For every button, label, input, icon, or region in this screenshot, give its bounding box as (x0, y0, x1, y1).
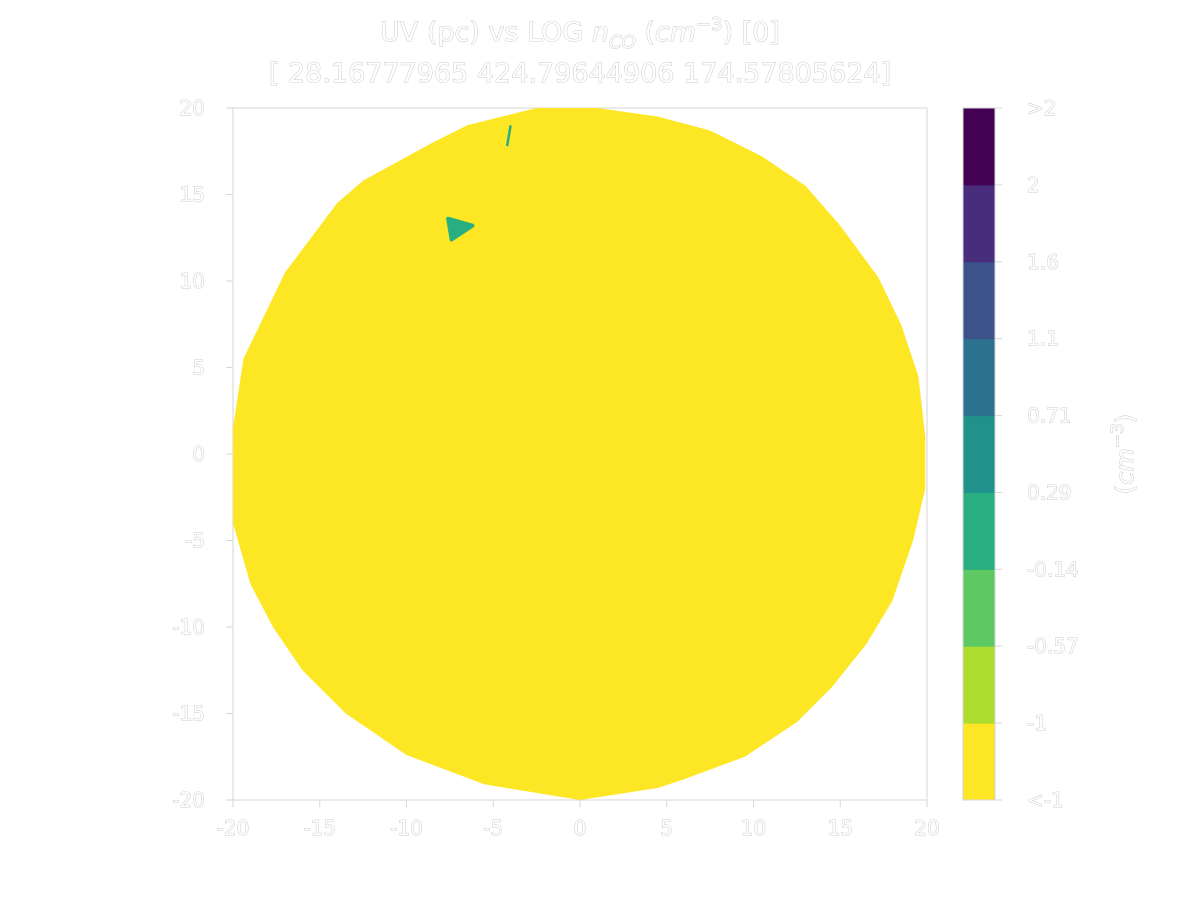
colorbar-bands (963, 108, 995, 801)
colorbar-tick-label: -0.14 (1027, 557, 1079, 581)
chart-title-line1: UV (pc) vs LOG nCO (cm−3) [0] (380, 14, 780, 53)
x-tick-label: -20 (217, 816, 250, 840)
colorbar-band (963, 492, 995, 570)
x-tick-label: 10 (741, 816, 766, 840)
y-tick-label: -5 (185, 529, 205, 553)
feature-triangle-0 (446, 216, 475, 242)
colorbar-tick-label: 1.6 (1027, 250, 1059, 274)
colorbar-tick-label: 2 (1027, 173, 1040, 197)
colorbar-band (963, 338, 995, 417)
colorbar-tick-label: 1.1 (1027, 327, 1059, 351)
x-tick-label: -10 (390, 816, 423, 840)
x-tick-label: -15 (303, 816, 336, 840)
x-tick-label: 20 (914, 816, 939, 840)
y-tick-label: 15 (180, 183, 205, 207)
plot-area (232, 107, 928, 801)
colorbar-band (963, 184, 995, 263)
colorbar-tick-label: 0.29 (1027, 480, 1072, 504)
feature-streak-1 (505, 125, 512, 147)
colorbar-band (963, 723, 995, 801)
y-axis: -20 -15 -10 -5 0 5 10 15 20 (172, 96, 233, 812)
colorbar-tick-label: >2 (1027, 96, 1056, 120)
y-tick-label: 20 (180, 96, 205, 120)
y-tick-label: 5 (192, 356, 205, 380)
x-tick-label: 15 (828, 816, 853, 840)
colorbar-band (963, 646, 995, 724)
colorbar-band (963, 415, 995, 493)
x-axis: -20 -15 -10 -5 0 5 10 15 20 (216, 800, 940, 840)
x-tick-label: -5 (483, 816, 503, 840)
x-tick-label: 5 (660, 816, 673, 840)
colorbar-band (963, 569, 995, 647)
colorbar-band (963, 108, 995, 186)
colorbar-tick-label: 0.71 (1027, 404, 1072, 428)
colorbar-ticks: <-1 -1 -0.57 -0.14 0.29 0.71 1.1 1.6 2 >2 (995, 96, 1079, 812)
x-tick-label: 0 (574, 816, 587, 840)
y-tick-label: -10 (172, 615, 205, 639)
colorbar-band (963, 261, 995, 340)
colorbar: <-1 -1 -0.57 -0.14 0.29 0.71 1.1 1.6 2 >2 (cm−3) (962, 96, 1139, 812)
y-tick-label: -15 (172, 702, 205, 726)
y-tick-label: -20 (172, 788, 205, 812)
colorbar-label: (cm−3) (1108, 414, 1139, 494)
y-tick-label: 0 (192, 442, 205, 466)
colorbar-tick-label: -0.57 (1027, 634, 1079, 658)
colorbar-frame (962, 107, 996, 801)
feature-layer (446, 125, 512, 242)
y-tick-label: 10 (180, 269, 205, 293)
region-disk (233, 108, 926, 800)
colorbar-tick-label: <-1 (1027, 788, 1064, 812)
colorbar-tick-label: -1 (1027, 711, 1047, 735)
chart-title-line2: [ 28.16777965 424.79644906 174.57805624] (269, 58, 891, 89)
